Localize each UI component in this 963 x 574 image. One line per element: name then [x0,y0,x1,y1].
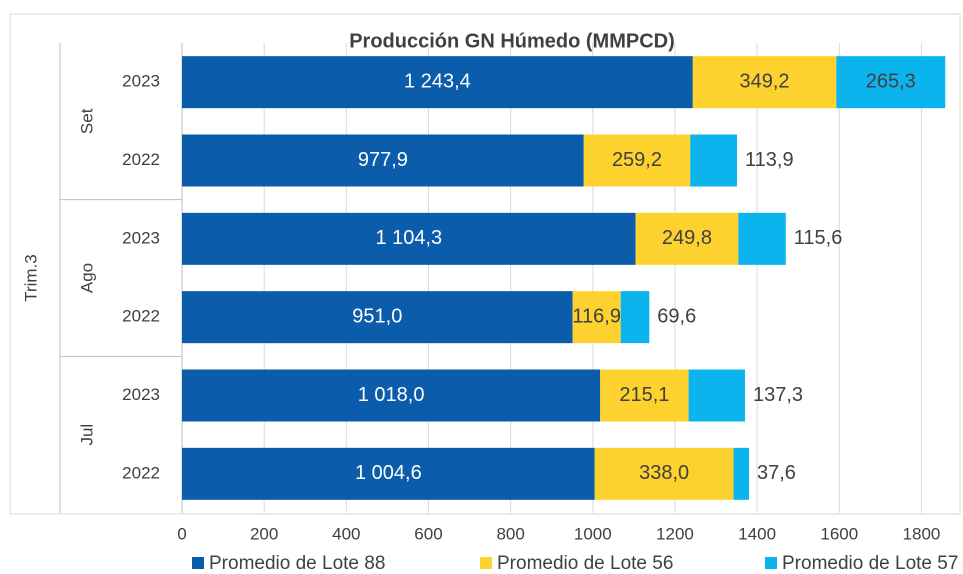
bar-segment [836,56,946,109]
data-label: 1 243,4 [404,70,471,92]
legend-label: Promedio de Lote 57 [782,553,958,574]
x-tick-label: 200 [250,524,278,543]
y-tick-label: 2023 [122,72,160,91]
x-tick-label: 1600 [820,524,858,543]
y-tick-label: 2022 [122,307,160,326]
bar-segment [182,212,636,265]
data-label: 1 018,0 [358,384,425,406]
data-label: 137,3 [753,384,803,406]
data-label: 338,0 [639,462,689,484]
bar-segment [182,134,584,187]
x-tick-label: 0 [177,524,186,543]
bar-segment [182,447,595,500]
data-label: 349,2 [739,70,789,92]
bar-segment [572,291,621,344]
data-label: 37,6 [757,462,796,484]
bar-segment [690,134,738,187]
group-label: Jul [77,424,96,446]
data-label: 977,9 [358,149,408,171]
x-tick-label: 400 [332,524,360,543]
x-tick-label: 1200 [656,524,694,543]
data-label: 115,6 [794,227,843,249]
bar-segment [182,56,693,109]
data-label: 259,2 [612,149,662,171]
x-tick-label: 1800 [903,524,941,543]
x-tick-label: 600 [414,524,442,543]
bar-segment [594,447,734,500]
legend-swatch [765,557,777,569]
legend-label: Promedio de Lote 56 [497,553,673,574]
bar-segment [738,212,786,265]
y-tick-label: 2023 [122,228,160,247]
outer-category-label: Trim.3 [21,254,40,302]
bar-segment [635,212,739,265]
bar-segment [182,291,573,344]
x-tick-label: 1000 [574,524,612,543]
legend-label: Promedio de Lote 88 [209,553,385,574]
data-label: 215,1 [619,384,669,406]
data-label: 116,9 [572,305,621,327]
data-label: 69,6 [657,305,696,327]
chart-title: Producción GN Húmedo (MMPCD) [349,30,675,52]
x-tick-label: 1400 [738,524,776,543]
data-label: 1 004,6 [355,462,422,484]
data-label: 113,9 [745,149,794,171]
bar-segment [620,291,650,344]
bar-segment [692,56,837,109]
bar-segment [182,369,601,422]
legend-swatch [480,557,492,569]
bar-segment [583,134,691,187]
chart-frame [9,13,961,515]
data-label: 249,8 [662,227,712,249]
data-label: 951,0 [352,305,402,327]
data-label: 265,3 [866,70,916,92]
bar-segment [688,369,745,422]
bar-segment [733,447,750,500]
y-tick-label: 2022 [122,150,160,169]
x-tick-label: 800 [496,524,524,543]
y-tick-label: 2022 [122,463,160,482]
bar-segment [600,369,689,422]
y-tick-label: 2023 [122,385,160,404]
legend-swatch [192,557,204,569]
group-label: Set [77,108,96,134]
data-label: 1 104,3 [375,227,442,249]
group-label: Ago [77,263,96,293]
